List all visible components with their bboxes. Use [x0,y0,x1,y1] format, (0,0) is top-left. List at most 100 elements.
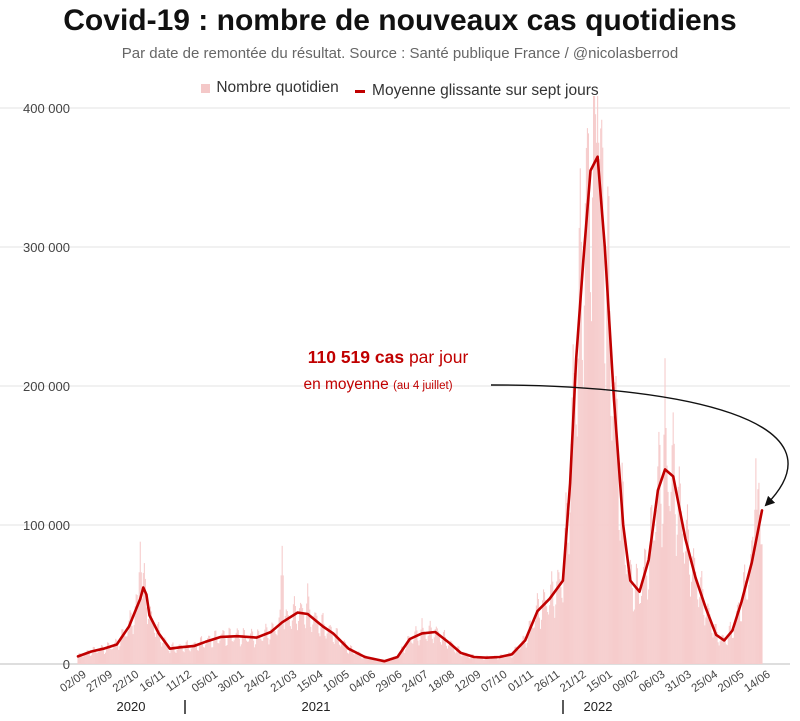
daily-bar [753,556,755,664]
daily-bar [225,645,227,664]
daily-bar [506,655,508,664]
daily-bar [624,564,626,664]
daily-bar [509,652,511,664]
daily-bar [232,641,234,664]
daily-bar [621,462,623,664]
daily-bar [625,574,627,664]
x-tick-label: 14/06 [742,669,772,695]
daily-bar [238,638,240,664]
daily-bar [552,581,554,664]
daily-bar [598,142,600,664]
daily-bar [630,564,632,664]
daily-bar [265,623,267,664]
daily-bar [542,589,545,664]
daily-bar [640,595,643,664]
daily-bar [189,651,191,664]
daily-bar [657,466,659,664]
daily-bar [445,645,448,664]
daily-bar [672,412,674,664]
daily-bar [541,600,544,664]
daily-bar [583,305,585,664]
daily-bar [617,463,619,664]
daily-bar [290,628,292,664]
daily-bar [398,657,400,664]
daily-bar [551,571,553,664]
daily-bar [715,623,717,664]
daily-bar [268,644,270,664]
daily-bar [335,628,337,664]
daily-bar [601,119,603,665]
daily-bar [378,658,380,664]
daily-bar [545,600,547,664]
daily-bar [636,568,639,664]
daily-bar [269,639,271,664]
daily-bar [568,554,570,664]
daily-bar [150,611,153,664]
daily-bar [725,644,727,664]
daily-bar [496,657,498,664]
daily-bar [337,636,339,664]
daily-bar [717,642,719,664]
daily-bar [696,584,698,664]
daily-bar [409,637,411,664]
chart-legend: Nombre quotidien Moyenne glissante sur s… [0,79,800,100]
daily-bar [611,440,613,664]
daily-bar [604,363,606,664]
daily-bar [428,625,430,664]
daily-bar [605,391,607,664]
daily-bar [497,659,499,664]
daily-bar [274,631,276,664]
daily-bar [668,505,670,664]
daily-bar [443,629,446,664]
daily-bar [653,540,655,664]
daily-bar [360,655,362,664]
daily-bar [375,661,377,664]
daily-bar [342,641,344,664]
daily-bar [555,604,557,664]
daily-bar [661,547,663,664]
daily-bar [752,536,754,664]
daily-bar [530,624,532,664]
daily-bar [502,656,504,664]
daily-bar [522,635,524,664]
daily-bar [244,636,246,664]
daily-bar [699,597,701,664]
daily-bar [748,584,750,664]
daily-bar [665,428,667,664]
daily-bar [543,592,546,664]
daily-bar [639,602,642,664]
daily-bar [442,631,445,664]
daily-bar [749,568,751,664]
daily-bar [637,588,640,664]
daily-bar [415,626,417,664]
daily-bar [101,645,104,664]
daily-bar [377,659,379,664]
daily-bar [429,620,431,664]
daily-bar [107,642,109,664]
daily-bar [482,659,484,664]
daily-bar [318,633,320,664]
daily-bar [513,651,515,664]
daily-bar [372,657,374,664]
daily-bar [174,651,176,664]
daily-bar [742,599,744,664]
daily-bar [273,627,275,664]
daily-bar [396,658,399,664]
daily-bar [169,653,171,664]
daily-bar [199,637,202,664]
daily-bar [206,641,208,664]
annotation-line2-small: (au 4 juillet) [393,380,453,392]
daily-bar [122,629,124,664]
daily-bar [618,529,620,664]
daily-bar [99,647,102,664]
daily-bar [638,603,641,664]
daily-bar [683,563,685,664]
daily-bar [361,658,363,664]
daily-bar [82,656,84,664]
daily-bar [424,634,426,664]
daily-bar [324,635,326,664]
daily-bar [706,606,708,664]
daily-bar [346,652,349,664]
annotation-arrow [490,384,789,507]
daily-bar [740,621,742,664]
